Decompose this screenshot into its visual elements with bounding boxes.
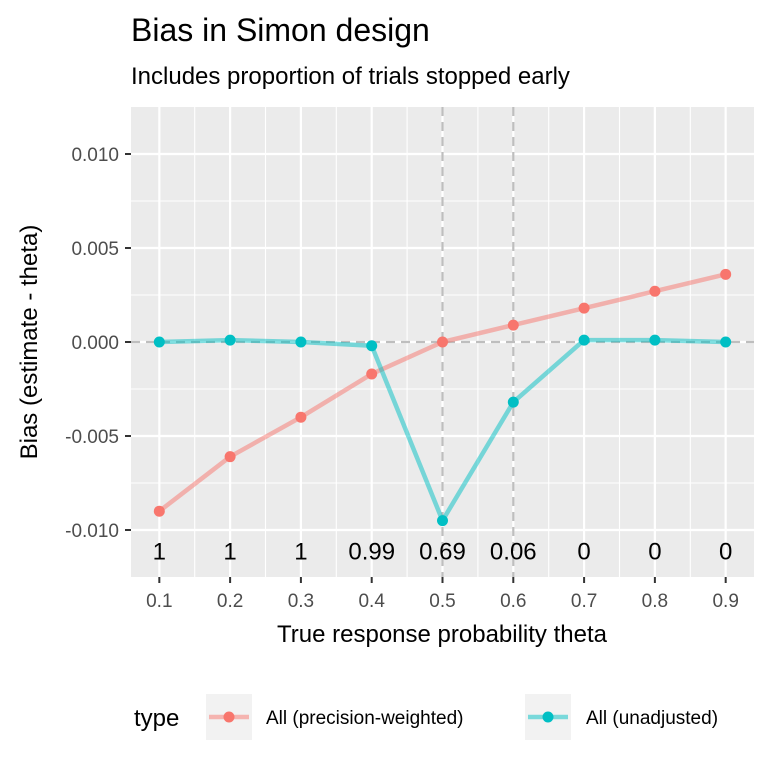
legend-title: type [134, 705, 179, 732]
data-point-series-0 [649, 285, 661, 297]
legend-key-point [223, 711, 235, 723]
data-point-series-1 [366, 340, 378, 352]
x-tick-label: 0.4 [358, 591, 385, 612]
y-axis: -0.010 -0.005 0.000 0.005 0.010 [65, 145, 131, 542]
chart-subtitle: Includes proportion of trials stopped ea… [131, 63, 570, 90]
chart-title: Bias in Simon design [131, 12, 430, 48]
data-point-series-1 [720, 336, 732, 348]
plot-panel: 1 1 1 0.99 0.69 0.06 0 0 0 [131, 107, 754, 577]
x-tick-label: 0.9 [712, 591, 738, 612]
early-stop-label: 0 [719, 539, 732, 566]
data-point-series-1 [153, 336, 165, 348]
y-tick-label: -0.010 [65, 521, 119, 542]
legend-label: All (precision-weighted) [266, 708, 463, 729]
data-point-series-0 [437, 336, 448, 348]
x-tick-label: 0.3 [288, 591, 314, 612]
legend: type All (precision-weighted) All (unadju… [134, 694, 718, 740]
x-tick-label: 0.1 [146, 591, 172, 612]
data-point-series-1 [224, 334, 236, 346]
x-axis-label: True response probability theta [277, 621, 608, 648]
y-tick-label: 0.005 [71, 239, 119, 260]
data-point-series-1 [507, 396, 519, 408]
data-point-series-0 [720, 268, 732, 280]
data-point-series-1 [295, 336, 307, 348]
early-stop-label: 0.06 [490, 539, 537, 566]
early-stop-label: 0 [648, 539, 661, 566]
y-tick-label: 0.000 [71, 333, 119, 354]
x-axis: 0.1 0.2 0.3 0.4 0.5 0.6 0.7 0.8 0.9 [146, 577, 739, 612]
early-stop-label: 0.69 [419, 539, 466, 566]
y-tick-label: -0.005 [65, 427, 119, 448]
x-tick-label: 0.7 [571, 591, 597, 612]
data-point-series-1 [437, 515, 448, 527]
data-point-series-0 [507, 319, 519, 331]
early-stop-label: 1 [223, 539, 236, 566]
data-point-series-0 [366, 368, 378, 380]
data-point-series-1 [649, 334, 661, 346]
x-tick-label: 0.8 [642, 591, 668, 612]
data-point-series-1 [578, 334, 590, 346]
early-stop-label: 0 [577, 539, 590, 566]
data-point-series-0 [295, 411, 307, 423]
legend-label: All (unadjusted) [586, 708, 718, 729]
x-tick-label: 0.6 [500, 591, 526, 612]
early-stop-label: 1 [153, 539, 166, 566]
data-point-series-0 [153, 505, 165, 517]
early-stop-label: 1 [294, 539, 307, 566]
y-tick-label: 0.010 [71, 145, 119, 166]
data-point-series-0 [578, 302, 590, 314]
x-tick-label: 0.5 [429, 591, 455, 612]
x-tick-label: 0.2 [217, 591, 243, 612]
y-axis-label: Bias (estimate - theta) [16, 225, 43, 460]
early-stop-label: 0.99 [348, 539, 395, 566]
legend-key-point [542, 711, 554, 723]
data-point-series-0 [224, 451, 236, 463]
